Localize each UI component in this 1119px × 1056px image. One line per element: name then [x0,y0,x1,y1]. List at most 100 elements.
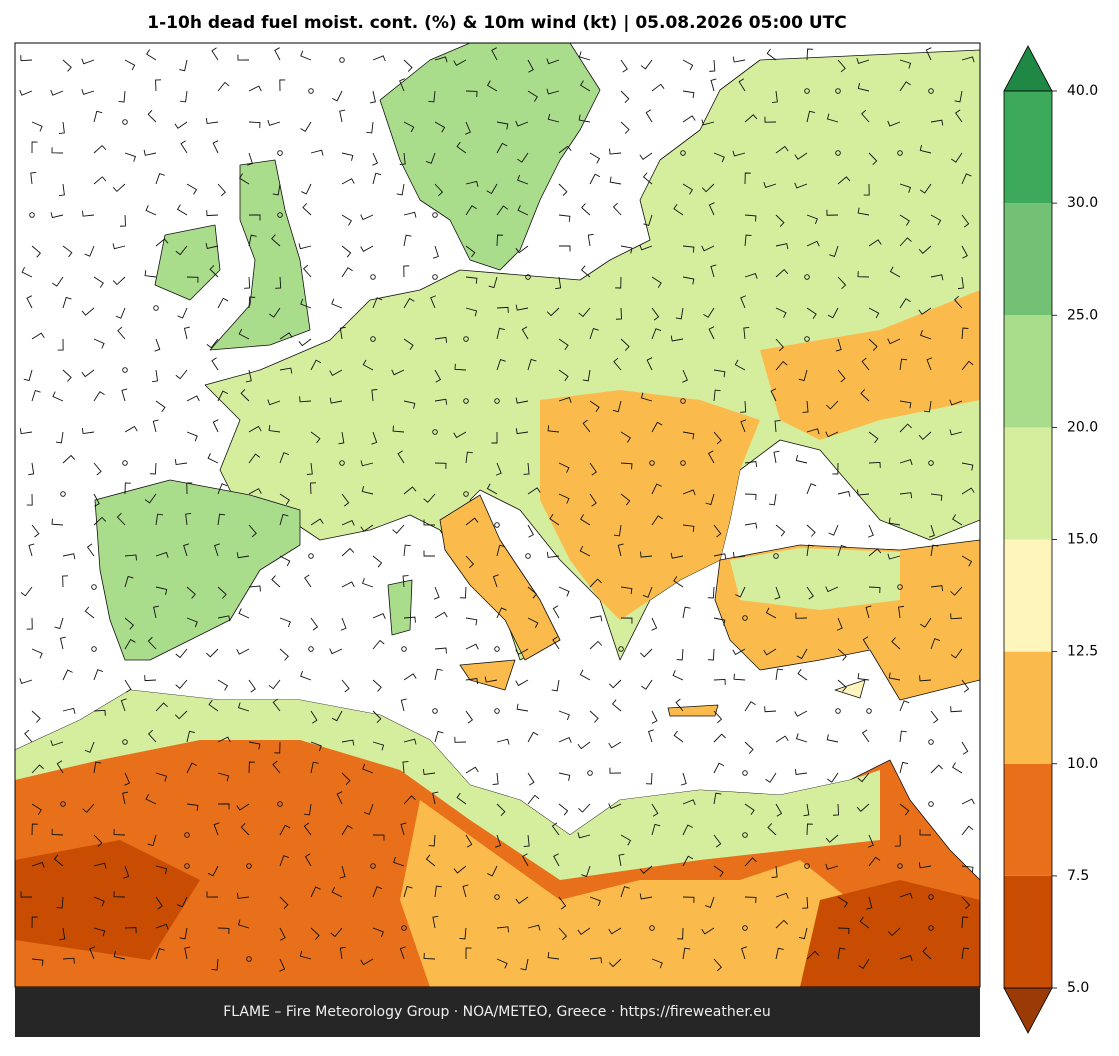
wind-barb [122,791,129,805]
wind-barb [703,307,715,318]
wind-barb [705,896,715,908]
wind-barb [732,150,746,157]
wind-barb [579,669,591,681]
wind-barb [581,865,591,878]
wind-barb [331,90,343,102]
wind-barb [360,958,374,966]
wind-barb [713,865,724,878]
wind-barb [81,369,95,378]
calm-marker [649,460,655,466]
wind-barb [400,822,407,836]
wind-barb [341,152,354,161]
wind-barb [279,855,290,867]
wind-barb [922,947,932,960]
wind-barb [527,617,539,629]
wind-barb [496,926,509,933]
wind-barb [212,419,219,433]
wind-barb [774,586,781,600]
wind-barb [612,400,622,413]
wind-barb [236,648,250,655]
wind-barb [589,640,603,650]
wind-barb [949,399,963,406]
wind-barb [434,398,448,405]
wind-barb [589,152,601,164]
wind-barb [894,834,901,847]
wind-barb [923,400,932,413]
wind-barb [713,369,726,378]
wind-barb [620,586,633,595]
wind-barb [155,865,168,875]
wind-barb [454,736,467,743]
wind-barb [124,425,138,433]
wind-barb [837,947,846,960]
wind-barb [113,891,126,898]
calm-marker [525,274,531,280]
wind-barb [733,673,746,681]
calm-marker [835,150,841,156]
wind-barb [770,388,777,402]
wind-barb [651,823,661,836]
wind-barb [62,553,76,560]
wind-barb [930,585,944,592]
wind-barb [403,297,415,309]
wind-barb [206,210,219,217]
wind-barb [558,245,571,252]
calm-marker [680,460,686,466]
wind-barb [577,927,591,936]
wind-barb [826,400,839,410]
wind-barb [732,648,746,656]
wind-barb [527,59,534,73]
wind-barb [403,738,417,745]
wind-barb [952,762,963,774]
wind-barb [577,741,591,750]
wind-barb [515,428,529,435]
wind-barb [492,574,499,588]
wind-barb [775,145,789,154]
calm-marker [432,708,438,714]
wind-barb [675,307,684,320]
wind-barb [399,78,405,92]
wind-barb [740,295,747,309]
wind-barb [310,761,319,774]
wind-barb [176,204,188,216]
wind-barb [798,927,808,940]
wind-barb [183,543,190,557]
wind-barb [186,586,196,599]
wind-barb [236,803,250,811]
colorbar-segment [1004,203,1052,316]
wind-barb [795,455,808,464]
wind-barb [589,615,603,622]
wind-barb [775,338,784,352]
wind-barb [84,606,95,619]
land-britain [209,159,311,351]
wind-barb [31,648,43,659]
calm-marker [866,708,872,714]
wind-barb [620,885,630,898]
wind-barb [155,947,165,960]
wind-barb [961,245,968,259]
wind-barb [186,276,199,283]
wind-barb [926,357,933,371]
wind-barb [399,152,406,165]
wind-barb [272,760,281,774]
wind-barb [279,452,290,464]
wind-barb [676,648,684,661]
wind-barb [31,524,40,538]
wind-barb [713,152,725,163]
wind-barb [582,369,591,382]
wind-barb [31,389,41,402]
wind-barb [124,554,137,561]
wind-barb [775,947,784,960]
wind-barb [174,121,188,129]
wind-barb [558,183,568,196]
wind-barb [961,825,974,836]
wind-barb [608,958,622,968]
colorbar-segment [1004,315,1052,428]
wind-barb [578,51,591,61]
wind-barb [713,958,722,972]
calm-marker [122,460,128,466]
wind-barb [205,242,219,249]
wind-barb [643,214,653,227]
wind-barb [51,828,64,836]
wind-barb [403,544,411,557]
